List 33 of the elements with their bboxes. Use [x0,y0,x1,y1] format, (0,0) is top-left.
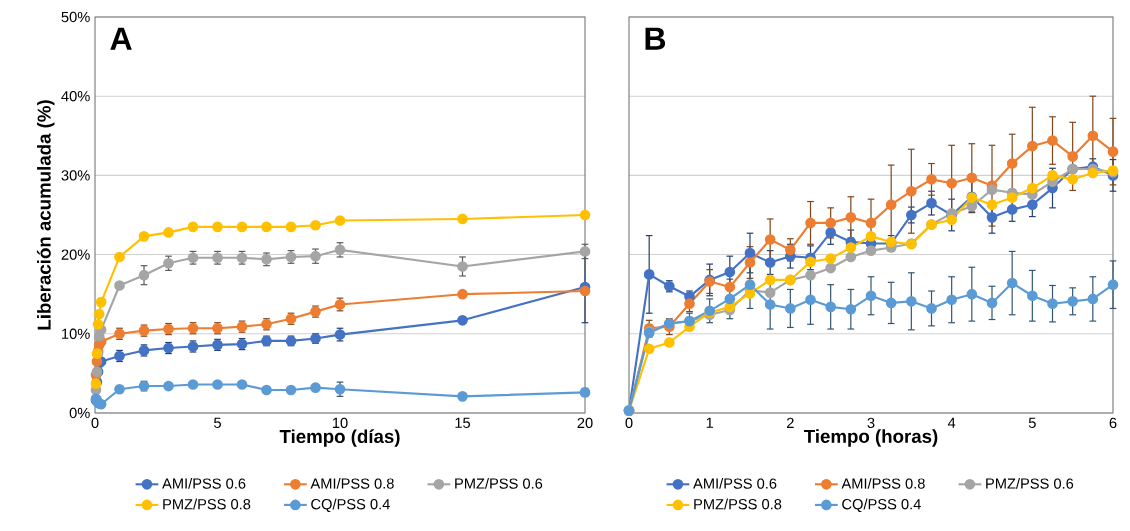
x-tick-label: 5 [1028,417,1036,428]
x-tick-label: 1 [706,417,714,428]
x-tick-label: 5 [214,417,221,428]
x-tick-label: 6 [1109,417,1117,429]
legend-label: PMZ/PSS 0.6 [455,477,543,489]
y-tick-label: 40% [61,91,90,102]
annotation: B [645,27,666,50]
y-axis-title: Liberación acumulada (%) [36,100,55,330]
x-tick-label: 0 [625,417,633,429]
x-tick-label: 0 [91,417,99,429]
y-tick-label: 20% [61,249,90,260]
legend-label: AMI/PSS 0.6 [693,477,777,489]
y-tick-label: 30% [61,170,90,181]
x-axis-title: Tiempo (horas) [803,429,938,447]
legend-label: PMZ/PSS 0.6 [986,477,1074,489]
y-tick-label: 10% [62,328,90,339]
x-tick-label: 15 [455,417,471,428]
legend-label: CQ/PSS 0.4 [311,498,390,512]
y-tick-label: 50% [61,11,90,23]
y-tick-label: 0% [69,407,90,419]
legend-label: AMI/PSS 0.8 [310,477,394,489]
x-tick-label: 3 [867,417,875,429]
x-tick-label: 20 [577,417,593,429]
legend-label: PMZ/PSS 0.8 [163,498,251,510]
x-tick-label: 4 [947,417,956,428]
legend-label: AMI/PSS 0.8 [841,477,925,489]
legend-label: AMI/PSS 0.6 [162,477,246,489]
annotation: A [110,27,132,50]
x-axis-title: Tiempo (días) [279,429,400,447]
legend-label: PMZ/PSS 0.8 [694,498,782,510]
legend-label: CQ/PSS 0.4 [842,498,921,512]
x-tick-label: 2 [786,417,794,428]
x-tick-label: 10 [332,417,348,429]
